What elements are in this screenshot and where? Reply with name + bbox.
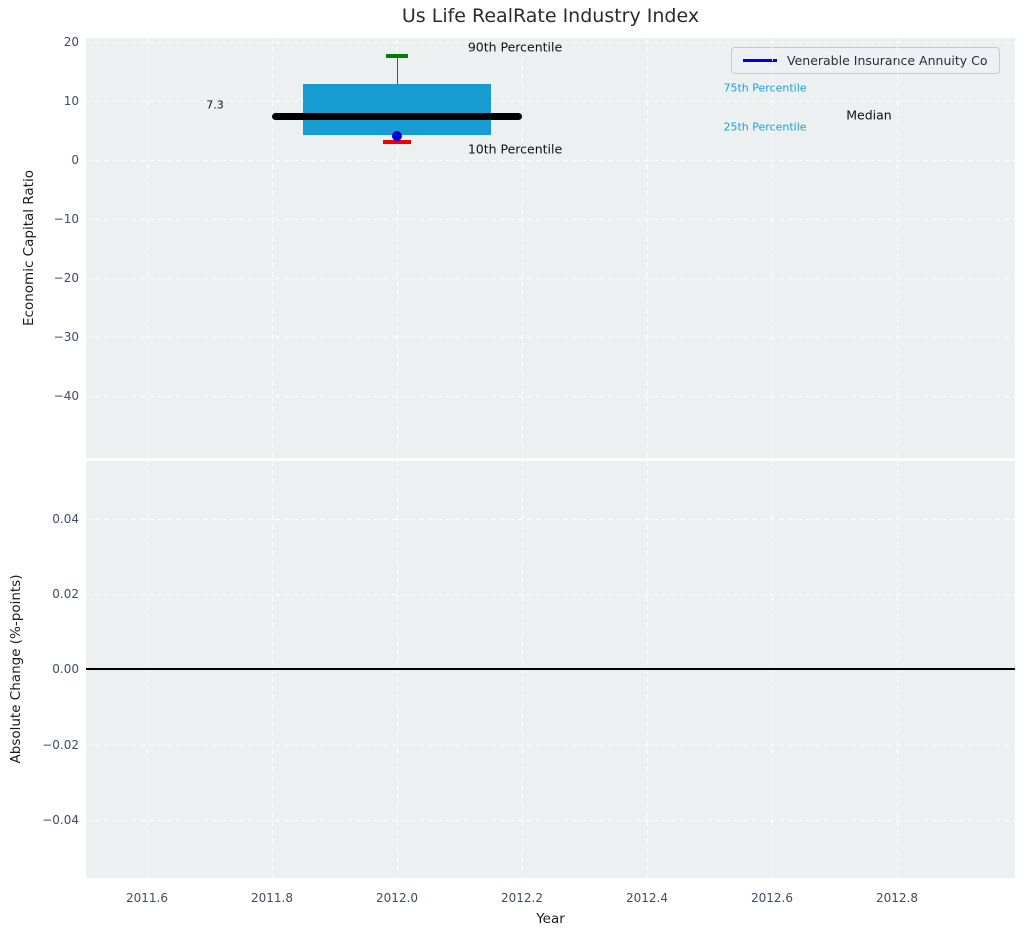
y-axis-label-top: Economic Capital Ratio — [21, 170, 37, 326]
y-tick-label: −30 — [53, 330, 79, 344]
legend-label: Venerable Insurance Annuity Co — [787, 53, 988, 68]
p10-cap — [383, 140, 411, 144]
gridline-horizontal — [86, 219, 1015, 220]
gridline-horizontal — [86, 101, 1015, 102]
company-marker — [392, 130, 402, 141]
chart-title: Us Life RealRate Industry Index — [401, 5, 700, 27]
annotation-90th-percentile: 90th Percentile — [467, 39, 563, 55]
y-tick-label: 0.04 — [52, 511, 79, 526]
gridline-vertical — [147, 38, 148, 458]
median-line — [272, 113, 522, 121]
legend-line-sample — [743, 59, 777, 62]
p90-cap — [386, 54, 408, 58]
zero-line — [86, 668, 1015, 671]
median-value-label: 7.3 — [206, 98, 224, 112]
annotation-75th-percentile: 75th Percentile — [723, 81, 807, 95]
gridline-horizontal — [86, 160, 1015, 161]
y-tick-label: −40 — [53, 389, 79, 403]
y-tick-label: −0.02 — [42, 737, 79, 752]
y-tick-label: 20 — [63, 35, 79, 49]
y-tick-label: 0.02 — [52, 586, 79, 601]
gridline-vertical — [397, 38, 398, 458]
gridline-vertical — [272, 38, 273, 458]
x-tick-label: 2012.8 — [876, 891, 918, 905]
x-tick-label: 2012.6 — [751, 891, 793, 905]
gridline-horizontal — [86, 278, 1015, 279]
x-tick-label: 2011.6 — [126, 891, 168, 905]
x-tick-label: 2012.4 — [626, 891, 668, 905]
gridline-horizontal — [86, 820, 1015, 822]
legend: Venerable Insurance Annuity Co — [731, 47, 1000, 74]
gridline-horizontal — [86, 396, 1015, 397]
x-tick-label: 2012.0 — [376, 891, 418, 905]
x-tick-label: 2012.2 — [501, 891, 543, 905]
y-tick-label: 0.00 — [52, 662, 79, 677]
box-iqr — [303, 83, 491, 136]
y-axis-label-bottom: Absolute Change (%-points) — [8, 574, 24, 764]
annotation-25th-percentile: 25th Percentile — [723, 120, 807, 134]
annotation-10th-percentile: 10th Percentile — [467, 141, 563, 157]
gridline-horizontal — [86, 518, 1015, 520]
y-tick-label: −0.04 — [42, 813, 79, 828]
x-tick-label: 2011.8 — [251, 891, 293, 905]
y-tick-label: −20 — [53, 271, 79, 285]
gridline-horizontal — [86, 593, 1015, 595]
y-tick-label: −10 — [53, 212, 79, 226]
gridline-vertical — [772, 38, 773, 458]
bottom-plot-area — [86, 461, 1015, 878]
gridline-vertical — [897, 38, 898, 458]
annotation-median: Median — [846, 107, 892, 123]
y-tick-label: 0 — [71, 153, 79, 167]
gridline-vertical — [522, 38, 523, 458]
top-plot-area: Venerable Insurance Annuity Co 7.3 90th P… — [86, 38, 1015, 458]
gridline-horizontal — [86, 42, 1015, 43]
gridline-horizontal — [86, 337, 1015, 338]
gridline-vertical — [647, 38, 648, 458]
y-tick-label: 10 — [63, 94, 79, 108]
gridline-horizontal — [86, 744, 1015, 746]
x-axis-label: Year — [536, 911, 565, 927]
